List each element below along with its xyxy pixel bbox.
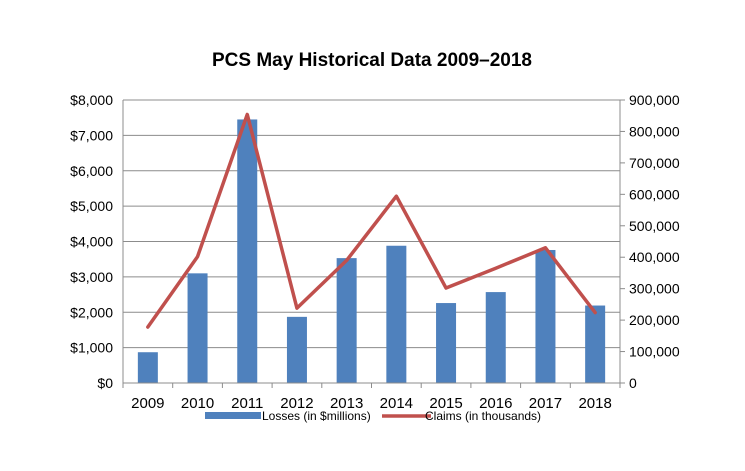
- bar-2013: [336, 258, 357, 383]
- bar-2018: [585, 305, 606, 383]
- line-claims: [146, 112, 597, 329]
- bar-2011: [237, 119, 258, 384]
- y-left-tick-label: $4,000: [70, 234, 113, 250]
- y-right-tick-label: 600,000: [629, 186, 680, 202]
- y-right-tick-label: 400,000: [629, 249, 680, 265]
- legend-label-claims: Claims (in thousands): [425, 409, 541, 423]
- x-tick-label: 2011: [231, 395, 263, 412]
- x-tick-label: 2015: [429, 395, 462, 412]
- axes: $0 $1,000 $2,000 $3,000 $4,000 $5,000 $6,000 $7…: [70, 92, 680, 412]
- y-right-tick-label: 200,000: [629, 312, 680, 328]
- y-right-tick-label: 0: [629, 375, 637, 391]
- legend-label-losses: Losses (in $millions): [262, 409, 371, 423]
- bar-2017: [535, 249, 556, 383]
- x-tick-label: 2009: [131, 395, 164, 412]
- bar-2016: [485, 292, 506, 383]
- x-tick-label: 2010: [181, 395, 214, 412]
- x-tick-label: 2016: [479, 395, 512, 412]
- y-left-tick-label: $1,000: [70, 340, 113, 356]
- legend: Losses (in $millions) Claims (in thousan…: [205, 409, 541, 423]
- bar-2014: [386, 245, 407, 383]
- bar-series-losses: [137, 119, 606, 384]
- chart-title: PCS May Historical Data 2009–2018: [212, 50, 532, 71]
- y-left-tick-label: $7,000: [70, 127, 113, 143]
- x-tick-label: 2012: [280, 395, 313, 412]
- legend-swatch-losses: [205, 412, 261, 419]
- y-left-tick-label: $5,000: [70, 198, 113, 214]
- bar-2010: [187, 273, 208, 383]
- bar-2009: [137, 352, 158, 383]
- x-tick-label: 2018: [578, 395, 611, 412]
- y-left-tick-label: $0: [97, 375, 113, 391]
- bar-2015: [436, 303, 457, 383]
- x-tick-label: 2013: [330, 395, 363, 412]
- line-series-claims: [146, 112, 597, 329]
- y-left-tick-label: $3,000: [70, 269, 113, 285]
- y-right-tick-label: 300,000: [629, 281, 680, 297]
- bar-2012: [286, 316, 307, 383]
- y-right-tick-label: 700,000: [629, 155, 680, 171]
- x-tick-label: 2014: [380, 395, 413, 412]
- y-right-tick-label: 800,000: [629, 123, 680, 139]
- y-left-tick-label: $2,000: [70, 304, 113, 320]
- x-tick-label: 2017: [529, 395, 562, 412]
- y-right-tick-label: 500,000: [629, 218, 680, 234]
- y-left-tick-label: $8,000: [70, 92, 113, 108]
- y-right-tick-label: 100,000: [629, 344, 680, 360]
- y-left-tick-label: $6,000: [70, 163, 113, 179]
- y-right-tick-label: 900,000: [629, 92, 680, 108]
